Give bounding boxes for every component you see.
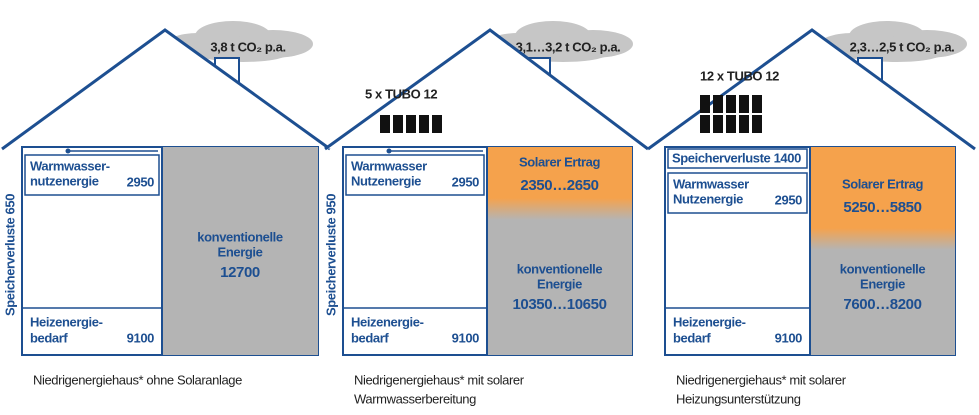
solar-panel bbox=[726, 95, 736, 113]
panels-label: 12 x TUBO 12 bbox=[700, 68, 779, 83]
solar-panel bbox=[700, 95, 710, 113]
transition bbox=[810, 228, 955, 250]
co2-label: 2,3…2,5 t CO₂ p.a. bbox=[850, 39, 955, 54]
hot-water-label: Warmwasser- bbox=[30, 158, 110, 173]
solar-panel bbox=[726, 115, 736, 133]
solar-panel bbox=[739, 95, 749, 113]
co2-label: 3,8 t CO₂ p.a. bbox=[210, 39, 285, 54]
solar-panel bbox=[713, 95, 723, 113]
heating-label: Heizenergie- bbox=[351, 314, 424, 329]
pipe-dot bbox=[66, 149, 71, 154]
caption: Warmwasserbereitung bbox=[354, 391, 476, 406]
heating-label: bedarf bbox=[351, 330, 389, 345]
caption: Niedrigenergiehaus* mit solarer bbox=[354, 372, 525, 387]
solar-panel bbox=[419, 115, 429, 133]
heating-value: 9100 bbox=[775, 330, 802, 345]
conventional-label: konventionelle bbox=[197, 229, 283, 244]
transition bbox=[487, 198, 632, 220]
heating-label: bedarf bbox=[30, 330, 68, 345]
solar-label: Solarer Ertrag bbox=[519, 154, 601, 169]
solar-panel bbox=[752, 95, 762, 113]
hot-water-value: 2950 bbox=[775, 192, 802, 207]
hot-water-label: Warmwasser bbox=[351, 158, 427, 173]
caption: Niedrigenergiehaus* ohne Solaranlage bbox=[33, 372, 242, 387]
conventional-label: Energie bbox=[218, 244, 263, 259]
storage-loss: Speicherverluste 950 bbox=[323, 194, 338, 316]
conventional-label: Energie bbox=[537, 276, 582, 291]
conventional-value: 10350…10650 bbox=[512, 296, 606, 313]
solar-panel bbox=[752, 115, 762, 133]
heating-label: Heizenergie- bbox=[30, 314, 103, 329]
solar-panel bbox=[700, 115, 710, 133]
hot-water-value: 2950 bbox=[127, 174, 154, 189]
solar-panel bbox=[432, 115, 442, 133]
solar-label: Solarer Ertrag bbox=[842, 176, 924, 191]
storage-loss: Speicherverluste 650 bbox=[2, 194, 17, 316]
panels-label: 5 x TUBO 12 bbox=[365, 86, 437, 101]
conventional-label: konventionelle bbox=[517, 261, 603, 276]
co2-label: 3,1…3,2 t CO₂ p.a. bbox=[516, 39, 621, 54]
conventional-label: Energie bbox=[860, 276, 905, 291]
conventional-value: 12700 bbox=[220, 264, 260, 281]
solar-panel bbox=[393, 115, 403, 133]
heating-value: 9100 bbox=[452, 330, 479, 345]
conventional-value: 7600…8200 bbox=[843, 296, 921, 313]
solar-panel bbox=[380, 115, 390, 133]
conventional-label: konventionelle bbox=[840, 261, 926, 276]
hot-water-label: nutzenergie bbox=[30, 173, 99, 188]
hot-water-value: 2950 bbox=[452, 174, 479, 189]
heating-value: 9100 bbox=[127, 330, 154, 345]
solar-panel bbox=[713, 115, 723, 133]
heating-label: Heizenergie- bbox=[673, 314, 746, 329]
hot-water-label: Nutzenergie bbox=[673, 191, 743, 206]
storage-loss: Speicherverluste 1400 bbox=[672, 150, 801, 165]
solar-value: 5250…5850 bbox=[843, 199, 921, 216]
caption: Niedrigenergiehaus* mit solarer bbox=[676, 372, 847, 387]
pipe-dot bbox=[387, 149, 392, 154]
heating-label: bedarf bbox=[673, 330, 711, 345]
caption: Heizungsunterstützung bbox=[676, 391, 801, 406]
hot-water-label: Nutzenergie bbox=[351, 173, 421, 188]
hot-water-label: Warmwasser bbox=[673, 176, 749, 191]
solar-value: 2350…2650 bbox=[520, 177, 598, 194]
diagram: 3,8 t CO₂ p.a. Speicherverluste 650 Warmwa… bbox=[0, 0, 979, 415]
solar-panel bbox=[739, 115, 749, 133]
solar-panel bbox=[406, 115, 416, 133]
